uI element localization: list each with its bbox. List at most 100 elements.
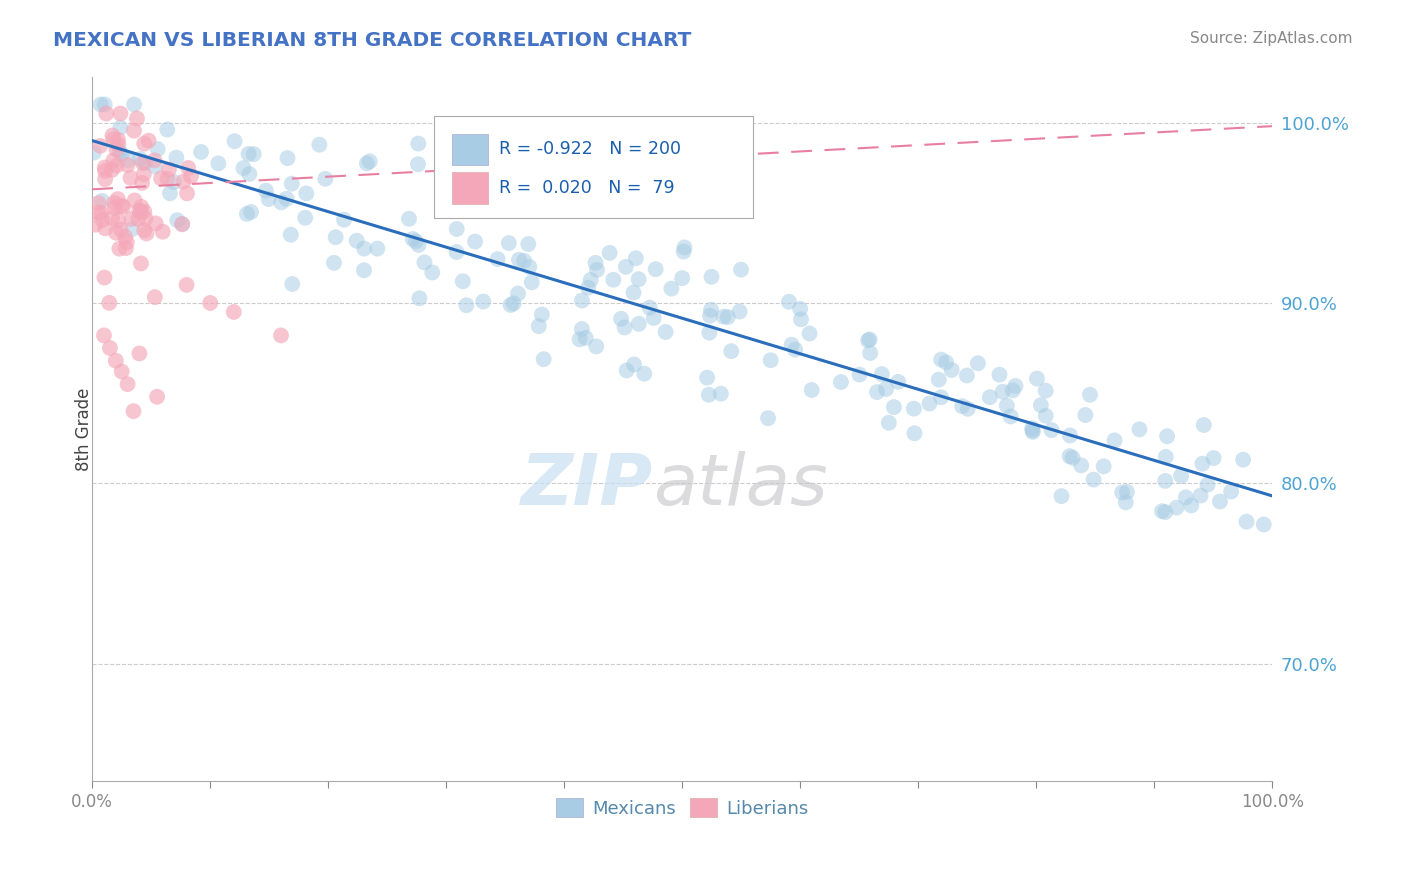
- Point: [778, 294, 800, 309]
- Point: [134, 204, 156, 219]
- Point: [413, 255, 436, 269]
- Point: [89, 139, 111, 153]
- Point: [110, 199, 132, 213]
- Point: [117, 153, 139, 167]
- Point: [575, 331, 598, 345]
- Point: [112, 200, 135, 214]
- Point: [122, 97, 145, 112]
- Point: [366, 242, 388, 256]
- Point: [498, 235, 520, 250]
- Point: [325, 230, 347, 244]
- Point: [941, 363, 963, 377]
- Point: [903, 401, 925, 416]
- Point: [207, 156, 229, 170]
- Point: [730, 262, 752, 277]
- Point: [935, 355, 957, 369]
- Point: [107, 192, 129, 206]
- Point: [257, 192, 280, 206]
- FancyBboxPatch shape: [434, 116, 754, 219]
- Point: [586, 263, 609, 277]
- Point: [110, 120, 132, 135]
- Point: [1078, 388, 1101, 402]
- Point: [499, 298, 522, 312]
- Point: [105, 143, 128, 157]
- Point: [94, 221, 117, 235]
- Point: [1035, 409, 1057, 423]
- FancyBboxPatch shape: [453, 172, 488, 204]
- Point: [759, 353, 782, 368]
- Point: [94, 164, 117, 178]
- Point: [110, 106, 132, 120]
- Point: [633, 367, 655, 381]
- Point: [599, 245, 621, 260]
- Point: [866, 385, 889, 400]
- Point: [156, 171, 179, 186]
- Legend: Mexicans, Liberians: Mexicans, Liberians: [548, 791, 815, 825]
- Point: [700, 269, 723, 284]
- Point: [125, 112, 148, 126]
- Point: [956, 401, 979, 416]
- Point: [585, 256, 607, 270]
- Point: [131, 176, 153, 190]
- Point: [172, 217, 194, 231]
- Point: [346, 234, 368, 248]
- Point: [146, 390, 169, 404]
- Point: [928, 373, 950, 387]
- Point: [176, 186, 198, 201]
- Point: [1116, 484, 1139, 499]
- Point: [108, 242, 131, 256]
- Point: [585, 339, 607, 353]
- Point: [295, 186, 318, 201]
- Point: [105, 226, 128, 240]
- Point: [323, 256, 346, 270]
- Point: [830, 375, 852, 389]
- Point: [1026, 371, 1049, 385]
- Text: MEXICAN VS LIBERIAN 8TH GRADE CORRELATION CHART: MEXICAN VS LIBERIAN 8TH GRADE CORRELATIO…: [53, 31, 692, 50]
- Point: [159, 186, 181, 201]
- Point: [91, 212, 114, 227]
- Point: [353, 242, 375, 256]
- Point: [145, 216, 167, 230]
- Point: [402, 232, 425, 246]
- Point: [172, 217, 194, 231]
- Point: [623, 358, 645, 372]
- Point: [143, 160, 166, 174]
- Point: [408, 291, 430, 305]
- Point: [132, 156, 155, 170]
- Point: [1220, 484, 1243, 499]
- Point: [508, 252, 530, 267]
- Point: [353, 263, 375, 277]
- Point: [1197, 477, 1219, 491]
- Point: [673, 240, 696, 254]
- Point: [281, 277, 304, 291]
- Point: [165, 151, 187, 165]
- Text: Source: ZipAtlas.com: Source: ZipAtlas.com: [1189, 31, 1353, 46]
- Point: [1059, 449, 1081, 463]
- Point: [134, 223, 156, 237]
- Point: [117, 377, 139, 392]
- Point: [405, 234, 427, 248]
- Point: [134, 136, 156, 151]
- Point: [190, 145, 212, 159]
- Point: [1154, 505, 1177, 519]
- Point: [107, 213, 129, 227]
- Point: [94, 172, 117, 186]
- Point: [236, 207, 259, 221]
- Point: [1150, 504, 1173, 518]
- Point: [1232, 452, 1254, 467]
- Point: [1092, 459, 1115, 474]
- Point: [613, 320, 636, 334]
- Point: [103, 153, 125, 168]
- Point: [614, 260, 637, 274]
- Point: [222, 305, 245, 319]
- Point: [1111, 485, 1133, 500]
- Point: [1062, 450, 1084, 465]
- Point: [93, 328, 115, 343]
- Point: [200, 296, 222, 310]
- Text: atlas: atlas: [652, 451, 828, 520]
- Point: [699, 309, 721, 323]
- Point: [129, 152, 152, 166]
- Point: [281, 177, 304, 191]
- Point: [104, 201, 127, 215]
- Point: [90, 206, 112, 220]
